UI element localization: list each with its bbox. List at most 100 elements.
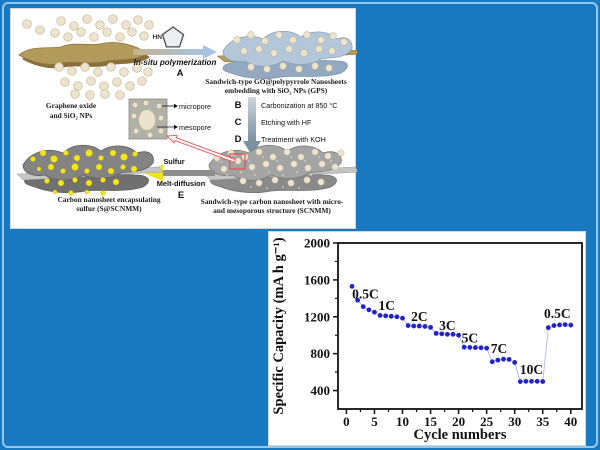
step-a-text: In-situ polymerization [134,58,217,67]
data-point [534,378,540,384]
data-point [461,344,467,350]
svg-text:10: 10 [396,414,409,429]
data-point [383,313,389,319]
data-point [444,331,450,337]
data-point [372,309,377,315]
svg-text:15: 15 [424,414,438,429]
data-point [411,323,417,329]
svg-text:1600: 1600 [304,272,330,287]
svg-text:800: 800 [311,346,331,361]
svg-text:400: 400 [311,383,331,398]
s-scnmm-caption-line1: Carbon nanosheet encapsulating [57,195,160,204]
mesopore-label: mesopore [179,123,211,132]
rate-label: 10C [520,362,543,377]
synthesis-diagram: Graphene oxide and SiO₂ NPs HN In-situ p… [16,14,357,215]
rate-label: 5C [462,331,479,346]
go-caption-line2: and SiO₂ NPs [50,111,93,120]
step-e-letter: E [178,190,184,201]
data-point [568,322,574,328]
scnmm-caption-line2: and mesoporous structure (SCNMM) [213,206,331,215]
rate-capability-chart-panel: 400 800 1200 1600 2000 0 5 10 15 20 25 30 35 40 0.5C 1C… [268,231,586,446]
svg-text:1200: 1200 [304,309,330,324]
svg-text:0: 0 [343,414,350,429]
data-point [545,325,551,331]
data-point [473,345,478,350]
step-b-letter: B [235,100,242,111]
data-point [489,359,495,365]
axis-frame [337,242,583,410]
svg-text:2000: 2000 [304,236,330,251]
step-e-text-bottom: Melt-diffusion [157,179,206,188]
rate-label: 3C [439,318,456,333]
step-a-letter: A [177,68,184,79]
data-point [388,313,394,319]
data-point [551,323,557,328]
gps-illustration [216,30,357,79]
data-point [428,324,433,330]
data-point [422,324,428,329]
data-point [512,360,518,365]
data-points [349,283,574,385]
synthesis-diagram-panel: Graphene oxide and SiO₂ NPs HN In-situ p… [10,8,357,229]
data-point [540,379,546,384]
data-point [467,344,473,350]
step-b-text: Carbonization at 850 °C [261,101,337,110]
data-point [366,307,372,313]
data-point [456,332,461,338]
rate-label: 7C [491,341,508,356]
data-point [439,331,445,337]
data-point [377,312,383,318]
data-point [450,331,456,337]
y-axis-label: Specific Capacity (mA h g⁻¹) [271,237,287,414]
sulfur-patches [30,149,138,196]
x-axis-ticks: 0 5 10 15 20 25 30 35 40 [343,409,577,429]
rate-label: 0.5C [352,287,379,302]
go-caption-line1: Graphene oxide [46,101,97,110]
step-d-letter: D [235,134,242,145]
data-point [557,322,562,328]
inset-callout-arrow [165,134,237,164]
carbonization-step-arrow [243,97,261,156]
step-c-text: Etching with HF [261,118,312,127]
sio2-spheres [22,14,154,100]
data-point [562,322,568,328]
scnmm-illustration [203,144,357,193]
data-point [394,314,400,320]
polymerization-arrow [133,45,217,59]
data-point [400,315,405,321]
svg-text:20: 20 [452,414,465,429]
svg-text:25: 25 [480,414,494,429]
data-point [355,297,361,303]
gps-caption-line2: embedding with SiO₂ NPs (GPS) [225,86,328,95]
svg-text:30: 30 [508,414,521,429]
step-d-text: Treatment with KOH [261,135,326,144]
data-point [501,356,506,362]
svg-text:5: 5 [371,414,378,429]
micropore-arrow-icon [174,103,178,109]
micropore-label: micropore [179,102,211,111]
y-axis-ticks: 400 800 1200 1600 2000 [304,236,338,398]
s-scnmm-illustration [16,144,164,196]
data-point [478,345,484,351]
s-scnmm-caption-line2: sulfur (S@SCNMM) [76,204,142,213]
mesopore-arrow-icon [174,124,178,130]
data-point [360,304,366,310]
pore-inset [128,98,178,140]
data-point [506,356,512,362]
pyrrole-molecule: HN [153,26,185,48]
data-point [529,378,534,384]
data-point [416,323,422,329]
data-point [523,378,529,384]
svg-text:35: 35 [536,414,550,429]
data-point [495,357,501,363]
data-point [484,345,490,351]
data-point [349,283,355,289]
pyrrole-hn-label: HN [153,34,163,41]
gps-caption-line1: Sandwich-type GO@polypyrrole Nanosheets [205,77,347,86]
pore-pointer-lines [157,105,174,128]
svg-text:40: 40 [564,414,577,429]
micropore-dots [220,155,332,189]
data-point [405,323,411,328]
